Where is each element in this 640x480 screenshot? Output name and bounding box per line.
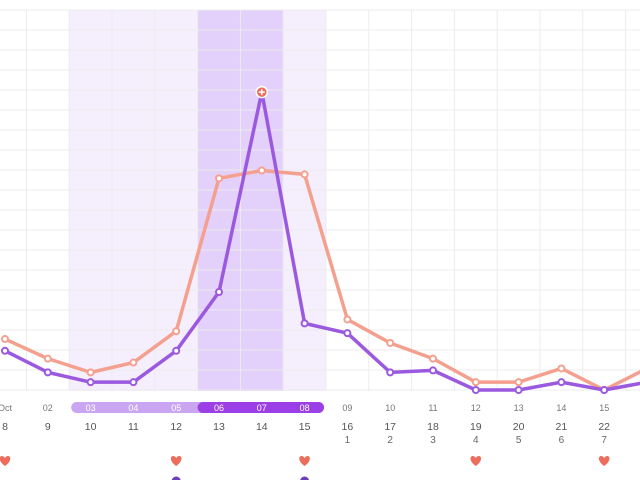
day-label: 03 (86, 403, 96, 413)
series-1-point (43, 354, 52, 363)
heart-icon (598, 456, 610, 466)
x-tick-label: 18 (427, 421, 439, 433)
series-2-point (43, 368, 52, 377)
day-label: 14 (556, 403, 566, 413)
heart-icon (0, 456, 11, 466)
x-tick-label: 22 (598, 421, 610, 433)
day-label: 04 (128, 403, 138, 413)
day-label: 05 (171, 403, 181, 413)
dot-marker-icon (300, 476, 309, 480)
series-1-point (257, 166, 266, 175)
dot-marker-icon (171, 476, 181, 480)
heart-icon (470, 456, 482, 466)
x-sub-label: 2 (387, 435, 393, 446)
series-1-point (471, 378, 480, 387)
x-tick-label: 10 (85, 421, 97, 433)
series-1-point (386, 338, 395, 347)
series-2-point (129, 378, 138, 387)
series-2-point (300, 319, 309, 328)
day-label: 13 (514, 403, 524, 413)
x-tick-label: 8 (2, 421, 8, 433)
x-sub-label: 7 (601, 435, 607, 446)
x-tick-label: 17 (384, 421, 396, 433)
series-1-point (429, 354, 437, 363)
series-2-point (386, 368, 395, 377)
series-2-point (343, 329, 352, 338)
day-label: 12 (471, 403, 481, 413)
series-2-point (600, 386, 609, 394)
series-2-point (172, 346, 181, 355)
series-line-1 (3, 168, 640, 392)
x-tick-label: 20 (513, 421, 525, 433)
x-tick-label: 19 (470, 421, 482, 433)
day-label: 02 (43, 403, 53, 413)
day-label: 06 (214, 403, 224, 413)
day-label: 10 (385, 403, 395, 413)
x-tick-label: 15 (299, 421, 311, 433)
series-line-2 (3, 90, 640, 392)
heart-icon (170, 456, 182, 466)
series-1-point (1, 335, 9, 344)
series-1-point (343, 315, 352, 324)
day-label: 09 (342, 403, 352, 413)
day-label: 07 (257, 403, 267, 413)
series-1-point (129, 358, 138, 367)
x-tick-label: 21 (556, 421, 568, 433)
series-1-point (300, 170, 309, 179)
series-2-point (471, 386, 480, 394)
x-sub-label: 6 (559, 435, 565, 446)
series-1-point (86, 368, 95, 377)
series-2-point (1, 346, 9, 355)
x-tick-label: 16 (342, 421, 354, 433)
x-tick-label: 12 (170, 421, 182, 433)
x-tick-label: 13 (213, 421, 225, 433)
x-tick-label: 11 (128, 421, 139, 433)
series-1-point (215, 174, 223, 183)
day-label: 15 (599, 403, 609, 413)
x-tick-label: 14 (256, 421, 268, 433)
x-sub-label: 3 (430, 435, 436, 446)
day-label: 08 (300, 403, 310, 413)
x-sub-label: 5 (516, 435, 522, 446)
peak-window-pill (197, 402, 324, 413)
peak-marker-plus-icon (258, 89, 265, 96)
heart-icon (299, 456, 310, 466)
series-1-point (172, 327, 181, 336)
day-label: 11 (428, 403, 437, 413)
month-label: Oct (0, 403, 12, 413)
x-tick-label: 9 (45, 421, 51, 433)
x-sub-label: 1 (345, 435, 351, 446)
x-sub-label: 4 (473, 435, 479, 446)
series-2-point (86, 378, 95, 387)
series-1-point (557, 364, 566, 373)
series-2-point (557, 378, 566, 387)
series-2-point (429, 366, 437, 375)
series-2-point (514, 386, 523, 394)
series-1-point (514, 378, 523, 387)
series-2-point (215, 288, 223, 296)
